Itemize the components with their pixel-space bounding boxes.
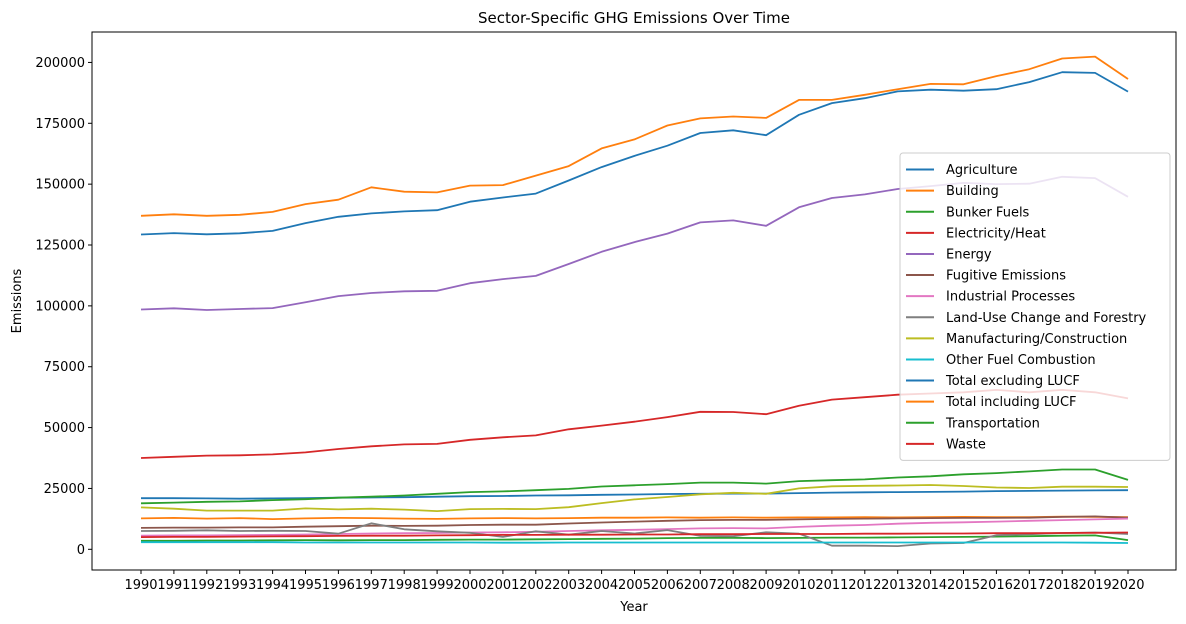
y-axis: 0 25000 50000 75000 100000 125000 150000 175000… <box>35 56 92 558</box>
x-tick-label: 2016 <box>980 578 1013 593</box>
y-tick-label: 200000 <box>35 56 85 71</box>
series-line-10 <box>140 71 1129 236</box>
legend: Agriculture Building Bunker Fuels Electrici… <box>899 152 1171 461</box>
x-tick-label: 1993 <box>223 578 256 593</box>
x-tick-label: 1994 <box>256 578 289 593</box>
legend-label: Agriculture <box>946 163 1018 178</box>
legend-label: Electricity/Heat <box>946 226 1046 241</box>
series-line-11 <box>140 55 1129 217</box>
x-tick-label: 2007 <box>684 578 717 593</box>
series-line-2 <box>141 534 1129 542</box>
y-tick-label: 75000 <box>44 360 85 375</box>
x-tick-label: 2001 <box>486 578 519 593</box>
legend-label: Waste <box>946 437 986 452</box>
x-tick-label: 2018 <box>1046 578 1079 593</box>
series-line-0 <box>141 489 1129 500</box>
x-tick-label: 2015 <box>947 578 980 593</box>
legend-label: Land-Use Change and Forestry <box>946 311 1147 326</box>
series-line-8 <box>140 484 1129 513</box>
legend-label: Total including LUCF <box>945 395 1077 410</box>
chart-title: Sector-Specific GHG Emissions Over Time <box>478 9 790 27</box>
y-tick-label: 25000 <box>44 482 85 497</box>
x-tick-label: 2012 <box>848 578 881 593</box>
x-tick-label: 2009 <box>750 578 783 593</box>
x-tick-label: 2017 <box>1013 578 1046 593</box>
legend-label: Other Fuel Combustion <box>946 353 1096 368</box>
x-tick-label: 1996 <box>322 578 355 593</box>
x-tick-label: 1991 <box>157 578 190 593</box>
y-tick-label: 100000 <box>35 299 85 314</box>
x-tick-label: 1992 <box>190 578 223 593</box>
legend-label: Energy <box>946 247 992 262</box>
legend-label: Manufacturing/Construction <box>946 332 1127 347</box>
x-tick-label: 1999 <box>421 578 454 593</box>
series-line-13 <box>140 531 1129 538</box>
x-tick-label: 2013 <box>881 578 914 593</box>
x-tick-label: 2000 <box>453 578 486 593</box>
legend-label: Fugitive Emissions <box>946 269 1066 284</box>
x-tick-label: 2006 <box>651 578 684 593</box>
legend-label: Bunker Fuels <box>946 205 1030 220</box>
legend-label: Transportation <box>945 416 1040 431</box>
x-tick-label: 2014 <box>914 578 947 593</box>
y-tick-label: 150000 <box>35 178 85 193</box>
x-axis: 1990 1991 1992 1993 1994 1995 1996 1997 1998 1999… <box>124 570 1145 593</box>
legend-box <box>899 152 1171 461</box>
x-tick-label: 2010 <box>782 578 815 593</box>
series-line-12 <box>140 468 1129 505</box>
x-tick-label: 2003 <box>552 578 585 593</box>
series-layer <box>140 55 1129 547</box>
x-tick-label: 2008 <box>717 578 750 593</box>
y-tick-label: 50000 <box>44 421 85 436</box>
y-tick-label: 175000 <box>35 117 85 132</box>
series-line-5 <box>140 515 1129 529</box>
x-tick-label: 2004 <box>585 578 618 593</box>
y-axis-title: Emissions <box>10 268 25 333</box>
y-tick-label: 0 <box>77 543 85 558</box>
y-tick-label: 125000 <box>35 239 85 254</box>
legend-label: Building <box>946 184 999 199</box>
x-tick-label: 2011 <box>815 578 848 593</box>
x-axis-title: Year <box>619 600 648 615</box>
x-tick-label: 1995 <box>289 578 322 593</box>
x-tick-label: 2002 <box>519 578 552 593</box>
legend-label: Industrial Processes <box>946 290 1075 305</box>
x-tick-label: 2020 <box>1111 578 1144 593</box>
series-line-1 <box>140 515 1129 520</box>
series-line-6 <box>140 517 1129 537</box>
x-tick-label: 1990 <box>124 578 157 593</box>
x-tick-label: 1998 <box>388 578 421 593</box>
series-line-9 <box>141 541 1129 544</box>
x-tick-label: 2019 <box>1079 578 1112 593</box>
x-tick-label: 1997 <box>355 578 388 593</box>
x-tick-label: 2005 <box>618 578 651 593</box>
legend-label: Total excluding LUCF <box>945 374 1080 389</box>
